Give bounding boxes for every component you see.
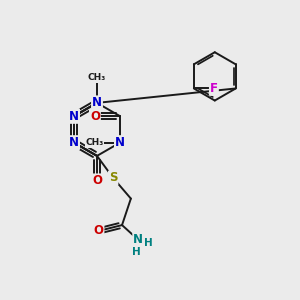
Text: F: F [210, 82, 218, 95]
Text: CH₃: CH₃ [86, 138, 104, 147]
Text: N: N [133, 233, 143, 246]
Text: N: N [92, 96, 102, 110]
Text: N: N [115, 136, 125, 149]
Text: H: H [144, 238, 153, 248]
Text: N: N [69, 110, 79, 123]
Text: S: S [109, 172, 117, 184]
Text: O: O [90, 110, 100, 123]
Text: N: N [69, 136, 79, 149]
Text: CH₃: CH₃ [88, 74, 106, 82]
Text: O: O [92, 174, 102, 188]
Text: H: H [132, 247, 141, 257]
Text: O: O [94, 224, 103, 238]
Text: N: N [69, 110, 79, 123]
